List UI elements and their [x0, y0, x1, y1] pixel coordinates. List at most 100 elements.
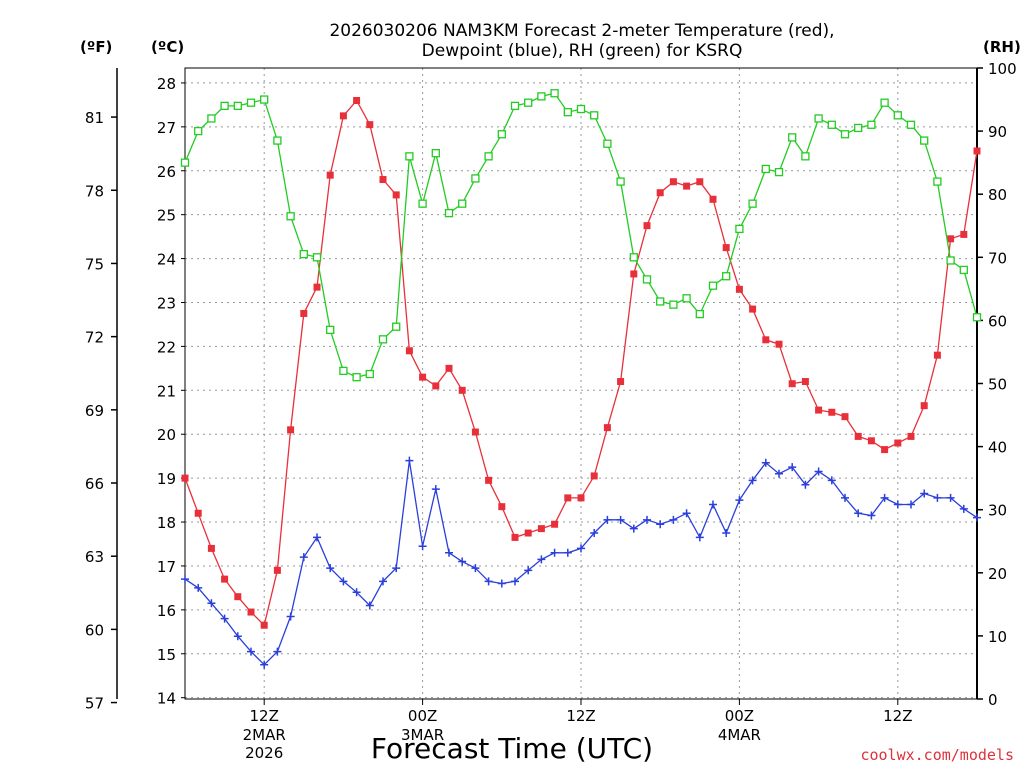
y-tick-label-celsius: 16: [157, 602, 176, 620]
dewpoint-point: [577, 544, 585, 553]
rh-point: [524, 98, 533, 107]
dewpoint-point: [827, 476, 836, 485]
temperature-point: [828, 408, 836, 416]
dewpoint-point: [365, 601, 374, 610]
y-tick-label-celsius: 22: [157, 338, 176, 356]
rh-point: [761, 164, 770, 174]
temperature-point: [313, 283, 321, 291]
rh-point: [880, 98, 889, 107]
temperature-point: [735, 285, 743, 293]
temperature-point: [894, 439, 902, 447]
dewpoint-point: [643, 515, 651, 524]
temperature-point: [524, 529, 532, 537]
rh-point: [603, 139, 612, 148]
dewpoint-point: [537, 555, 546, 564]
dewpoint-point: [339, 577, 348, 586]
rh-point: [326, 325, 335, 335]
dewpoint-point: [893, 500, 902, 509]
y-tick-label-celsius: 25: [157, 207, 176, 225]
rh-point: [854, 123, 863, 133]
y-tick-label-fahrenheit: 75: [85, 255, 104, 273]
y-tick-label-rh: 100: [988, 60, 1017, 78]
temperature-point: [815, 406, 823, 414]
rh-point: [286, 212, 295, 221]
temperature-point: [907, 432, 915, 440]
temperature-point: [696, 178, 704, 186]
y-tick-label-fahrenheit: 81: [85, 109, 104, 127]
temperature-point: [801, 378, 809, 386]
temperature-point: [788, 380, 796, 388]
grid-lines: [185, 68, 977, 699]
chart-title-line2: Dewpoint (blue), RH (green) for KSRQ: [422, 41, 743, 61]
dewpoint-point: [709, 500, 717, 509]
y-tick-label-celsius: 26: [157, 163, 176, 181]
rh-point: [233, 101, 242, 111]
rh-point: [906, 120, 916, 129]
temperature-point: [590, 472, 598, 480]
temperature-point: [405, 347, 413, 355]
temperature-point: [603, 424, 611, 432]
dewpoint-point: [220, 614, 229, 623]
dewpoint-point: [854, 509, 863, 518]
temperature-point: [683, 182, 691, 190]
plot-frame: [184, 67, 978, 700]
dewpoint-point: [207, 599, 216, 608]
temperature-point: [841, 413, 849, 421]
y-tick-label-rh: 80: [988, 186, 1007, 204]
rh-point: [629, 253, 638, 262]
temperature-point: [669, 178, 677, 186]
dewpoint-point: [656, 520, 665, 529]
dewpoint-point: [761, 458, 770, 467]
temperature-point: [511, 533, 519, 541]
x-tick-label: 12Z: [250, 707, 279, 725]
rh-point: [642, 275, 652, 284]
dewpoint-point: [616, 515, 625, 524]
rh-point: [431, 149, 440, 158]
temperature-point: [445, 364, 453, 372]
rh-point: [550, 89, 559, 98]
rh-point: [801, 152, 810, 161]
rh-point: [207, 114, 216, 123]
unit-label-rh: (RH): [983, 38, 1021, 56]
temperature-point: [564, 494, 572, 502]
temperature-point: [762, 336, 770, 344]
series-line-plus: [184, 460, 978, 666]
rh-point: [920, 136, 929, 145]
rh-point: [827, 120, 836, 129]
temperature-point: [722, 244, 730, 252]
rh-point: [616, 177, 625, 186]
dewpoint-point: [563, 548, 572, 557]
temperature-point: [933, 351, 941, 359]
y-tick-label-celsius: 18: [157, 514, 176, 532]
temperature-point: [749, 305, 757, 313]
dewpoint-point: [194, 583, 203, 592]
rh-point: [378, 335, 388, 344]
dewpoint-point: [682, 509, 691, 518]
temperature-point: [920, 402, 928, 410]
temperature-point: [366, 121, 374, 129]
dewpoint-point: [511, 577, 519, 586]
dewpoint-point: [946, 493, 955, 502]
y-tick-label-rh: 20: [988, 565, 1007, 583]
temperature-point: [709, 195, 717, 203]
dewpoint-point: [326, 564, 335, 573]
temperature-point: [392, 191, 400, 199]
dewpoint-point: [880, 493, 889, 502]
rh-point: [933, 177, 942, 186]
x-tick-date-label: 3MAR: [401, 726, 444, 744]
rh-point: [537, 92, 546, 101]
rh-point: [220, 101, 229, 111]
chart-title-line1: 2026030206 NAM3KM Forecast 2-meter Tempe…: [329, 21, 834, 41]
temperature-point: [537, 525, 545, 533]
temperature-point: [471, 428, 479, 436]
dewpoint-point: [550, 548, 559, 557]
y-tick-label-fahrenheit: 69: [85, 402, 104, 420]
temperature-point: [419, 373, 427, 381]
rh-point: [840, 130, 850, 139]
axes: [111, 67, 983, 705]
rh-point: [246, 98, 256, 107]
rh-point: [273, 136, 282, 145]
rh-point: [708, 281, 718, 290]
